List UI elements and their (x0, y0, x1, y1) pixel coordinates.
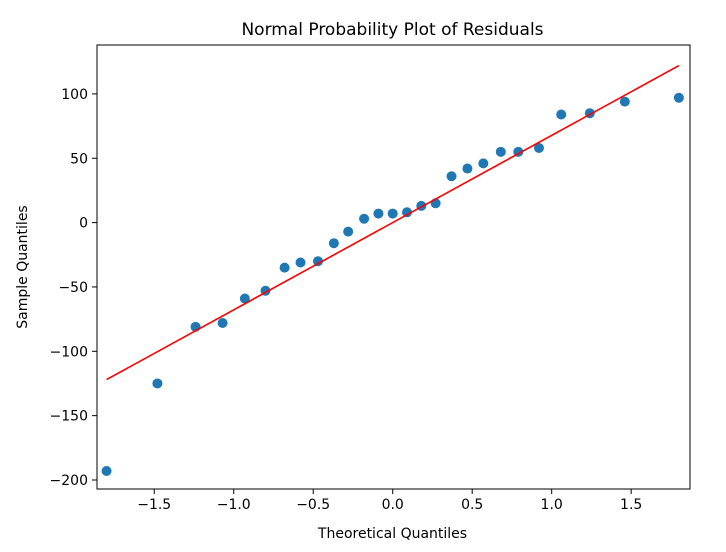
reference-line (106, 64, 680, 381)
y-tick-label: 0 (79, 216, 88, 232)
data-point (343, 226, 354, 237)
data-point (101, 465, 112, 476)
x-tick-label: −0.5 (296, 497, 330, 513)
data-point (217, 317, 228, 328)
chart-title: Normal Probability Plot of Residuals (241, 20, 543, 40)
y-axis-title: Sample Quantiles (15, 205, 31, 328)
data-point (446, 171, 457, 182)
x-tick-label: −1.0 (217, 497, 251, 513)
x-tick-label: 1.0 (541, 497, 563, 513)
data-point (279, 262, 290, 273)
data-point (387, 208, 398, 219)
data-point (556, 109, 567, 120)
data-point (673, 92, 684, 103)
x-tick-label: 0.0 (382, 497, 404, 513)
data-point (619, 96, 630, 107)
data-point (533, 142, 544, 153)
y-tick-label: 50 (70, 151, 88, 167)
data-point (359, 213, 370, 224)
plot-frame (96, 44, 691, 490)
data-point (402, 207, 413, 218)
data-point (462, 163, 473, 174)
data-point (239, 293, 250, 304)
x-tick-label: 1.5 (620, 497, 642, 513)
x-axis-title: Theoretical Quantiles (317, 526, 467, 542)
y-tick-label: −100 (50, 344, 88, 360)
data-point (478, 158, 489, 169)
y-tick-label: −50 (58, 280, 88, 296)
data-point (295, 257, 306, 268)
data-point (312, 256, 323, 267)
plot-area: −1.5 −1.0 −0.5 0.0 0.5 1.0 1.5 −200 −150 −100 −50 0… (50, 44, 691, 513)
y-tick-label: −150 (50, 409, 88, 425)
x-tick-label: −1.5 (137, 497, 171, 513)
data-point (152, 378, 163, 389)
y-tick-label: 100 (61, 87, 88, 103)
data-point (373, 208, 384, 219)
data-point (328, 238, 339, 249)
data-point (495, 146, 506, 157)
y-tick-label: −200 (50, 473, 88, 489)
x-tick-label: 0.5 (461, 497, 483, 513)
